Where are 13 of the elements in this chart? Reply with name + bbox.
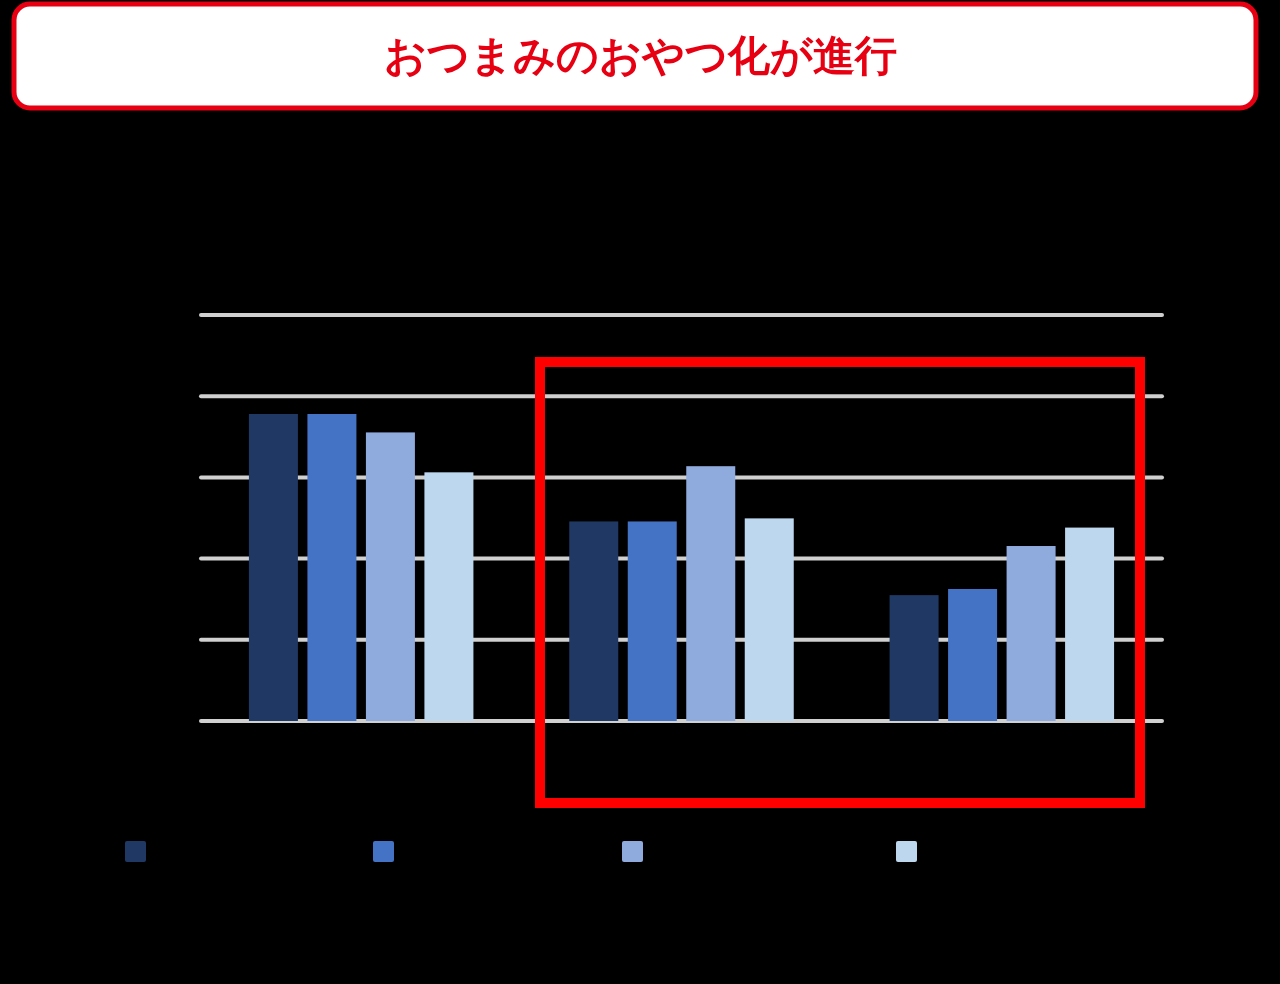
- bar: [1006, 546, 1056, 721]
- bar: [1065, 527, 1115, 721]
- chart-title: おつまみのおやつ化が進行: [383, 31, 897, 80]
- bar: [365, 432, 415, 721]
- bar: [948, 588, 998, 721]
- bar: [627, 521, 677, 721]
- bar: [307, 414, 357, 721]
- bar: [248, 414, 298, 721]
- bar: [569, 521, 619, 721]
- bar: [424, 472, 474, 721]
- bar: [744, 518, 794, 721]
- bar: [889, 595, 939, 721]
- bar: [686, 466, 736, 721]
